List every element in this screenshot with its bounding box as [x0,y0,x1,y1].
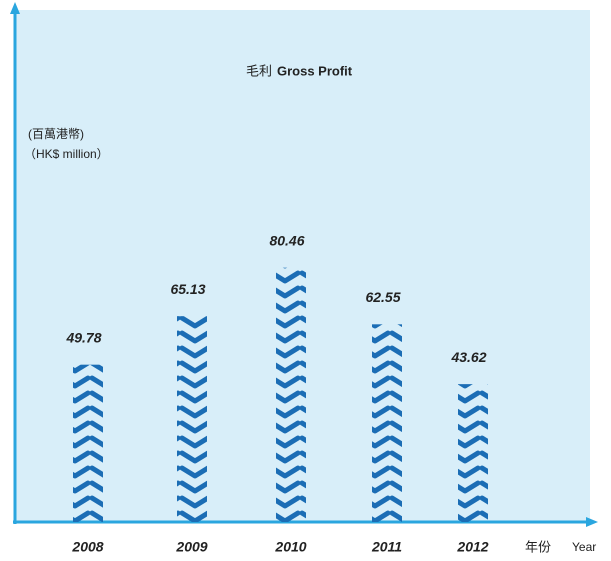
bar [276,267,306,522]
value-label: 49.78 [65,329,101,345]
x-axis-label-en: Year [572,540,596,554]
chart-title: 毛利 [246,63,272,78]
x-tick-label: 2011 [371,539,402,555]
value-label: 43.62 [450,349,486,365]
x-axis-arrow [586,517,598,527]
x-tick-label: 2010 [274,539,306,555]
value-label: 80.46 [269,232,304,248]
bar [73,364,103,522]
bar [372,324,402,522]
x-tick-label: 2009 [175,539,207,555]
x-axis-label: 年份 [525,539,551,554]
unit-label: (百萬港幣) [28,127,84,141]
value-label: 62.55 [365,289,400,305]
x-tick-label: 2008 [71,539,103,555]
unit-label-en: （HK$ million） [24,147,109,161]
y-axis-arrow [10,2,20,14]
bar [177,316,207,522]
x-tick-label: 2012 [456,539,488,555]
chart-title-en: Gross Profit [277,63,353,78]
bar [458,384,488,522]
value-label: 65.13 [170,281,205,297]
